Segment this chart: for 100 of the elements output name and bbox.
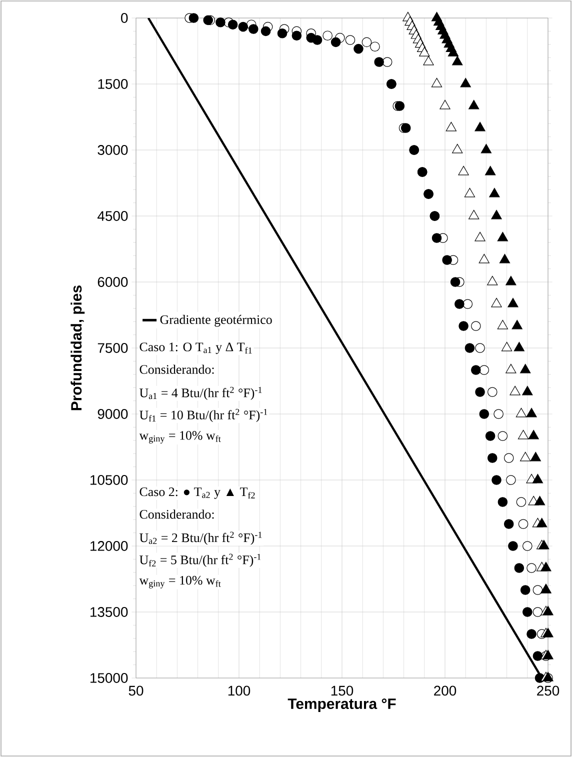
point: [419, 47, 430, 56]
point: [260, 26, 271, 36]
point: [462, 299, 473, 309]
x-tick-label: 150: [331, 686, 354, 696]
legend-label: Gradiente geotérmico: [160, 314, 272, 327]
point: [497, 320, 508, 330]
point: [532, 585, 543, 595]
point: [498, 431, 508, 441]
point: [540, 562, 552, 572]
x-tick-label: 200: [434, 686, 456, 696]
point: [492, 475, 502, 485]
y-tick-label: 7500: [98, 343, 128, 353]
point: [354, 44, 364, 54]
point: [510, 386, 520, 396]
point: [479, 365, 490, 375]
point: [474, 122, 486, 132]
point: [522, 541, 532, 551]
point: [446, 122, 457, 132]
point: [526, 563, 536, 573]
point: [468, 100, 480, 110]
point: [440, 100, 450, 110]
point: [382, 57, 392, 67]
point: [277, 28, 288, 38]
point: [506, 276, 516, 286]
y-axis-title: Profundidad, pies: [70, 286, 85, 410]
point: [501, 342, 512, 352]
point: [508, 298, 518, 308]
point: [442, 255, 452, 265]
point: [536, 518, 548, 528]
point: [478, 254, 490, 264]
point: [491, 210, 502, 220]
point: [514, 342, 524, 352]
y-tick-label: 6000: [98, 277, 128, 287]
point: [504, 453, 514, 463]
point: [526, 629, 536, 639]
point: [479, 409, 490, 419]
point: [491, 298, 502, 308]
annotation: Considerando:: [140, 364, 214, 374]
annotation: Caso 1: O T$_{a1}$ y Δ T$_{f1}$: [140, 342, 252, 354]
point: [522, 607, 532, 617]
point: [487, 276, 498, 286]
point: [506, 475, 516, 485]
point: [485, 166, 496, 176]
point: [480, 144, 492, 154]
point: [452, 56, 463, 66]
point: [474, 232, 486, 242]
point: [248, 24, 258, 34]
point: [514, 563, 524, 573]
y-tick-label: 9000: [98, 409, 128, 419]
point: [526, 408, 537, 418]
y-tick-label: 15000: [90, 673, 128, 683]
y-tick-label: 0: [121, 13, 128, 23]
point: [330, 37, 341, 48]
point: [499, 254, 510, 264]
point: [498, 497, 508, 507]
point: [292, 30, 302, 41]
annotation: U$_{a1}$ = 4 Btu/(hr ft$^{2}$ °F)$^{-1}$: [140, 386, 262, 400]
point: [464, 343, 475, 353]
x-tick-label: 50: [128, 686, 144, 696]
point: [216, 18, 226, 28]
point: [532, 607, 543, 617]
annotation: U$_{a2}$ = 2 Btu/(hr ft$^{2}$ °F)$^{-1}$: [140, 532, 262, 545]
y-tick-label: 13500: [90, 607, 128, 617]
point: [532, 651, 543, 661]
y-tick-label: 1500: [98, 79, 128, 89]
point: [520, 585, 530, 595]
point: [188, 13, 199, 23]
point: [516, 408, 527, 418]
point: [458, 321, 468, 331]
point: [489, 188, 500, 198]
point: [487, 453, 498, 463]
point: [464, 188, 476, 198]
point: [312, 35, 322, 45]
point: [518, 519, 528, 529]
y-tick-label: 10500: [90, 475, 128, 485]
x-tick-label: 250: [537, 686, 560, 696]
point: [504, 519, 514, 529]
y-tick-label: 12000: [90, 541, 128, 551]
point: [432, 233, 442, 243]
point: [228, 20, 238, 30]
point: [475, 387, 485, 397]
point: [322, 30, 332, 41]
point: [370, 42, 380, 52]
point: [532, 474, 544, 484]
point: [468, 210, 480, 220]
point: [345, 35, 356, 45]
point: [458, 166, 469, 176]
point: [522, 386, 533, 396]
point: [454, 299, 464, 309]
point: [520, 452, 531, 462]
x-tick-label: 100: [228, 686, 250, 696]
annotation: U$_{f2}$ = 5 Btu/(hr ft$^{2}$ °F)$^{-1}$: [140, 554, 261, 567]
annotation: Caso 2: ● T$_{a2}$ y ▲ T$_{f2}$: [140, 487, 255, 499]
point: [512, 320, 522, 330]
point: [520, 364, 531, 374]
y-tick-label: 3000: [98, 145, 128, 155]
annotation: U$_{f1}$ = 10 Btu/(hr ft$^{2}$ °F)$^{-1}$: [140, 408, 268, 422]
point: [516, 497, 526, 507]
point: [431, 78, 442, 88]
y-tick-label: 4500: [98, 211, 128, 221]
